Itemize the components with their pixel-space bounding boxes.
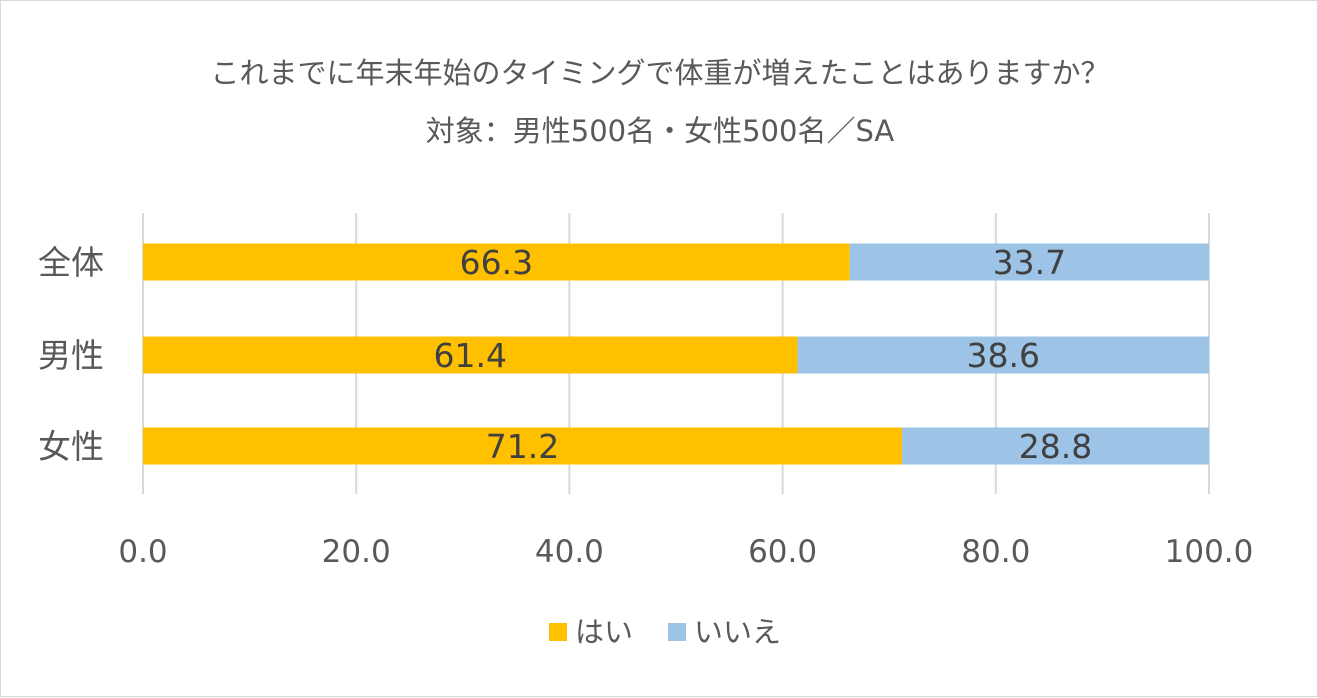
chart-title: これまでに年末年始のタイミングで体重が増えたことはありますか？: [210, 56, 1109, 90]
bar-no: [797, 336, 1209, 374]
data-label: 33.7: [993, 243, 1066, 282]
data-label: 28.8: [1019, 427, 1092, 466]
bars: 66.3 33.7 61.4 38.6 71.2 28.8: [143, 243, 1209, 466]
x-axis-ticks: 0.0 20.0 40.0 60.0 80.0 100.0: [118, 534, 1253, 570]
x-tick-label: 60.0: [748, 534, 817, 570]
legend: はい いいえ: [549, 615, 781, 649]
x-tick-label: 80.0: [961, 534, 1030, 570]
bar-yes: [143, 336, 798, 374]
data-label: 66.3: [460, 243, 533, 282]
legend-label: いいえ: [694, 615, 781, 649]
bar-no: [849, 243, 1209, 281]
x-tick-label: 100.0: [1165, 534, 1254, 570]
x-tick-label: 40.0: [535, 534, 604, 570]
bar-no: [901, 427, 1209, 465]
x-tick-label: 20.0: [322, 534, 391, 570]
data-label: 71.2: [486, 427, 559, 466]
data-label: 38.6: [967, 336, 1040, 375]
category-label: 女性: [38, 427, 104, 466]
bar-yes: [143, 427, 902, 465]
legend-swatch: [668, 623, 686, 641]
legend-label: はい: [575, 615, 633, 649]
data-label: 61.4: [434, 336, 507, 375]
legend-swatch: [549, 623, 567, 641]
bar-yes: [143, 243, 850, 281]
x-tick-label: 0.0: [118, 534, 167, 570]
category-label: 男性: [38, 336, 104, 375]
category-label: 全体: [38, 243, 104, 282]
chart-subtitle: 対象：男性500名・女性500名／SA: [426, 114, 895, 148]
